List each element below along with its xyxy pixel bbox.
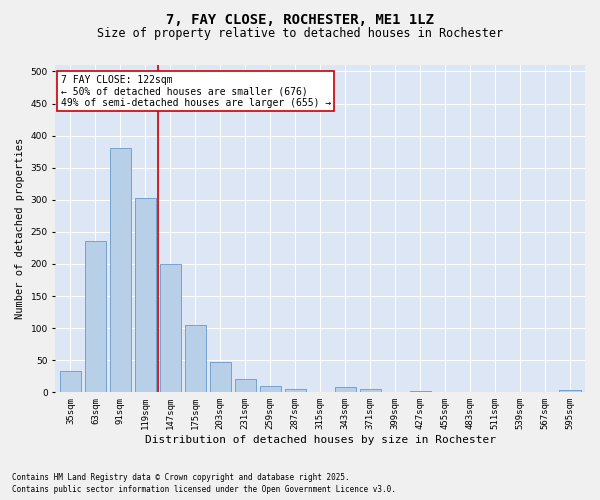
- Bar: [284, 389, 306, 392]
- Bar: [335, 386, 356, 392]
- Text: Contains public sector information licensed under the Open Government Licence v3: Contains public sector information licen…: [12, 485, 396, 494]
- Text: 7 FAY CLOSE: 122sqm
← 50% of detached houses are smaller (676)
49% of semi-detac: 7 FAY CLOSE: 122sqm ← 50% of detached ho…: [61, 75, 331, 108]
- Bar: [559, 390, 581, 392]
- X-axis label: Distribution of detached houses by size in Rochester: Distribution of detached houses by size …: [145, 435, 496, 445]
- Text: Contains HM Land Registry data © Crown copyright and database right 2025.: Contains HM Land Registry data © Crown c…: [12, 472, 350, 482]
- Text: Size of property relative to detached houses in Rochester: Size of property relative to detached ho…: [97, 28, 503, 40]
- Bar: [410, 391, 431, 392]
- Bar: [235, 380, 256, 392]
- Bar: [85, 241, 106, 392]
- Bar: [60, 371, 81, 392]
- Bar: [160, 264, 181, 392]
- Bar: [209, 362, 231, 392]
- Y-axis label: Number of detached properties: Number of detached properties: [15, 138, 25, 320]
- Bar: [359, 389, 381, 392]
- Bar: [135, 198, 156, 392]
- Text: 7, FAY CLOSE, ROCHESTER, ME1 1LZ: 7, FAY CLOSE, ROCHESTER, ME1 1LZ: [166, 12, 434, 26]
- Bar: [185, 325, 206, 392]
- Bar: [110, 148, 131, 392]
- Bar: [260, 386, 281, 392]
